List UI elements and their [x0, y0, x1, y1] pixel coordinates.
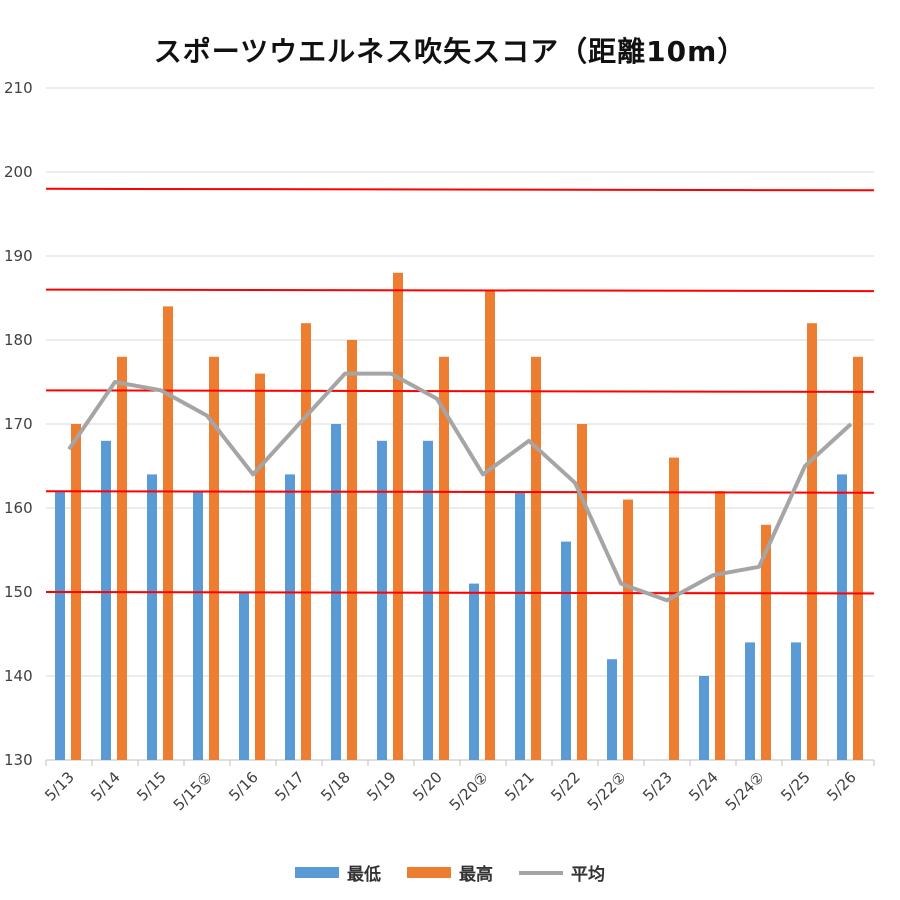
legend-swatch-avg: [519, 870, 563, 875]
legend-item-max: 最高: [407, 860, 493, 885]
legend-swatch-max: [407, 867, 451, 878]
bar-min: [377, 440, 387, 760]
legend-swatch-min: [295, 867, 339, 878]
bar-max: [715, 491, 725, 760]
xtick-label: 5/20: [409, 768, 446, 805]
xtick-label: 5/18: [317, 768, 354, 805]
series-line-avg: [67, 371, 853, 603]
xtick-label: 5/21: [501, 768, 538, 805]
reference-line-150: [45, 591, 875, 595]
bar-max: [531, 356, 541, 760]
xtick-label: 5/22②: [584, 768, 630, 814]
ytick-label-150: 150: [4, 583, 33, 601]
bar-max: [255, 373, 265, 760]
chart-title: スポーツウエルネス吹矢スコア（距離10m）: [153, 35, 747, 68]
bar-min: [469, 583, 479, 760]
xtick-label: 5/16: [225, 768, 262, 805]
xtick-label: 5/26: [823, 768, 860, 805]
ytick-label-140: 140: [4, 667, 33, 685]
xtick-label: 5/24②: [722, 768, 768, 814]
bar-max: [623, 499, 633, 760]
xtick-label: 5/17: [271, 768, 308, 805]
bar-max: [485, 289, 495, 760]
ytick-label-190: 190: [4, 247, 33, 265]
bar-min: [561, 541, 571, 760]
ytick-label-200: 200: [4, 163, 33, 181]
bar-min: [745, 642, 755, 760]
ytick-label-130: 130: [4, 751, 33, 769]
reference-line-162: [45, 490, 875, 494]
bar-max: [761, 524, 771, 760]
bar-max: [393, 272, 403, 760]
bar-max: [301, 323, 311, 760]
bar-min: [147, 474, 157, 760]
legend-label-avg: 平均: [571, 865, 605, 885]
bar-min: [101, 440, 111, 760]
ytick-label-170: 170: [4, 415, 33, 433]
bar-max: [853, 356, 863, 760]
bar-min: [607, 659, 617, 760]
bar-max: [807, 323, 817, 760]
xtick-label: 5/19: [363, 768, 400, 805]
legend-label-max: 最高: [459, 865, 493, 885]
chart-legend: 最低 最高 平均: [0, 860, 900, 885]
xtick-label: 5/24: [685, 768, 722, 805]
legend-item-avg: 平均: [519, 860, 605, 885]
bar-max: [347, 340, 357, 760]
bar-min: [239, 592, 249, 760]
bar-max: [209, 356, 219, 760]
xtick-label: 5/23: [639, 768, 676, 805]
xtick-label: 5/15: [133, 768, 170, 805]
bar-max: [117, 356, 127, 760]
bar-min: [515, 491, 525, 760]
xtick-label: 5/22: [547, 768, 584, 805]
reference-line-186: [45, 288, 875, 293]
reference-line-198: [45, 187, 875, 192]
legend-label-min: 最低: [347, 865, 381, 885]
bar-max: [163, 306, 173, 760]
bar-max: [669, 457, 679, 760]
ytick-label-210: 210: [4, 79, 33, 97]
bar-min: [285, 474, 295, 760]
xtick-label: 5/14: [87, 768, 124, 805]
bar-max: [439, 356, 449, 760]
xtick-label: 5/13: [41, 768, 78, 805]
xtick-label: 5/20②: [446, 768, 492, 814]
bar-min: [699, 676, 709, 760]
bar-min: [193, 491, 203, 760]
ytick-label-180: 180: [4, 331, 33, 349]
bar-min: [837, 474, 847, 760]
ytick-label-160: 160: [4, 499, 33, 517]
bar-min: [55, 491, 65, 760]
xtick-label: 5/15②: [170, 768, 216, 814]
bar-min: [423, 440, 433, 760]
xtick-label: 5/25: [777, 768, 814, 805]
bar-min: [791, 642, 801, 760]
reference-line-174: [45, 389, 875, 393]
legend-item-min: 最低: [295, 860, 381, 885]
